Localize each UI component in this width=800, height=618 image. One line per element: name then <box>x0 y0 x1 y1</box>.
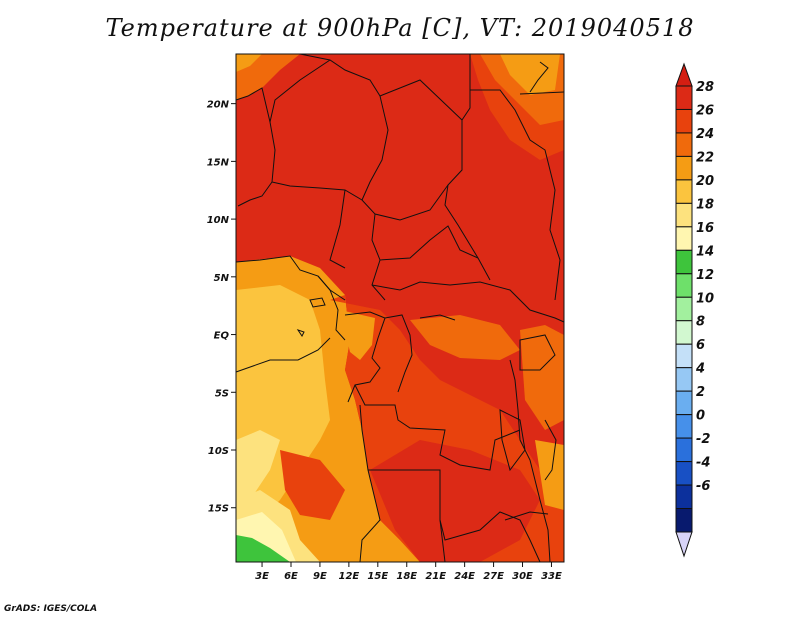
colorbar-label: 18 <box>696 197 714 212</box>
colorbar-label: 20 <box>696 174 714 189</box>
colorbar-label: 8 <box>696 315 705 330</box>
colorbar-segment <box>675 461 693 486</box>
colorbar-label: 22 <box>696 150 714 165</box>
lon-tick-label: 33E <box>541 571 562 582</box>
lat-tick-label: 20N <box>207 100 230 111</box>
colorbar-label: 0 <box>696 409 705 424</box>
colorbar-label: 16 <box>696 221 714 236</box>
colorbar-label: -6 <box>696 479 710 494</box>
colorbar-segment <box>675 508 693 533</box>
colorbar-label: 24 <box>696 127 714 142</box>
plot-title: Temperature at 900hPa [C], VT: 201904051… <box>105 14 695 42</box>
colorbar-segment <box>675 132 693 157</box>
lon-tick-label: 21E <box>425 571 446 582</box>
software-credit: GrADS: IGES/COLA <box>4 604 98 614</box>
colorbar-segment <box>675 249 693 275</box>
colorbar-segment <box>675 155 693 181</box>
colorbar-segment <box>675 179 693 204</box>
colorbar-label: 4 <box>695 362 705 377</box>
colorbar-label: -2 <box>696 432 710 447</box>
colorbar-label: 12 <box>696 268 714 283</box>
lat-tick-label: 5S <box>215 388 229 399</box>
lat-tick-label: 15N <box>207 157 230 168</box>
lon-tick-label: 18E <box>396 571 417 582</box>
colorbar-segment <box>675 273 693 298</box>
lat-tick-label: 10S <box>208 446 229 457</box>
temperature-field <box>236 54 564 562</box>
lat-tick-label: 10N <box>207 215 230 226</box>
lat-tick-label: EQ <box>214 331 230 342</box>
country-borders <box>235 53 565 563</box>
colorbar-segment <box>675 414 693 439</box>
colorbar-label: 6 <box>696 338 705 353</box>
lon-tick-label: 27E <box>483 571 504 582</box>
lat-tick-label: 5N <box>214 273 230 284</box>
longitude-axis: 3E 6E 9E 12E 15E 18E 21E 24E 27E 30E 33E <box>255 562 562 582</box>
colorbar-segment <box>675 202 693 228</box>
lon-tick-label: 3E <box>255 571 269 582</box>
colorbar-segment <box>675 296 693 322</box>
colorbar-segment <box>675 484 693 510</box>
colorbar-segment <box>675 226 693 251</box>
map-frame <box>235 53 565 563</box>
lon-tick-label: 24E <box>454 571 475 582</box>
colorbar-top-arrow <box>675 62 693 87</box>
colorbar-label: 2 <box>696 385 705 400</box>
colorbar-segment <box>675 320 693 345</box>
colorbar-label: 26 <box>696 103 714 118</box>
lon-tick-label: 15E <box>367 571 388 582</box>
lon-tick-label: 12E <box>338 571 359 582</box>
lat-tick-label: 15S <box>208 504 229 515</box>
colorbar-segment <box>675 108 693 134</box>
lon-tick-label: 30E <box>512 571 533 582</box>
colorbar-segment <box>675 437 693 463</box>
latitude-axis: 20N 15N 10N 5N EQ 5S 10S 15S <box>207 100 236 515</box>
colorbar-segment <box>675 85 693 110</box>
lon-tick-label: 6E <box>284 571 298 582</box>
colorbar-segment <box>675 343 693 369</box>
colorbar-segment <box>675 367 693 392</box>
colorbar-label: 10 <box>696 291 714 306</box>
colorbar-bottom-arrow <box>675 531 693 558</box>
colorbar-segment <box>675 390 693 416</box>
colorbar-label: 28 <box>696 80 714 95</box>
colorbar-label: 14 <box>696 244 714 259</box>
colorbar-label: -4 <box>696 456 710 471</box>
lon-tick-label: 9E <box>313 571 327 582</box>
